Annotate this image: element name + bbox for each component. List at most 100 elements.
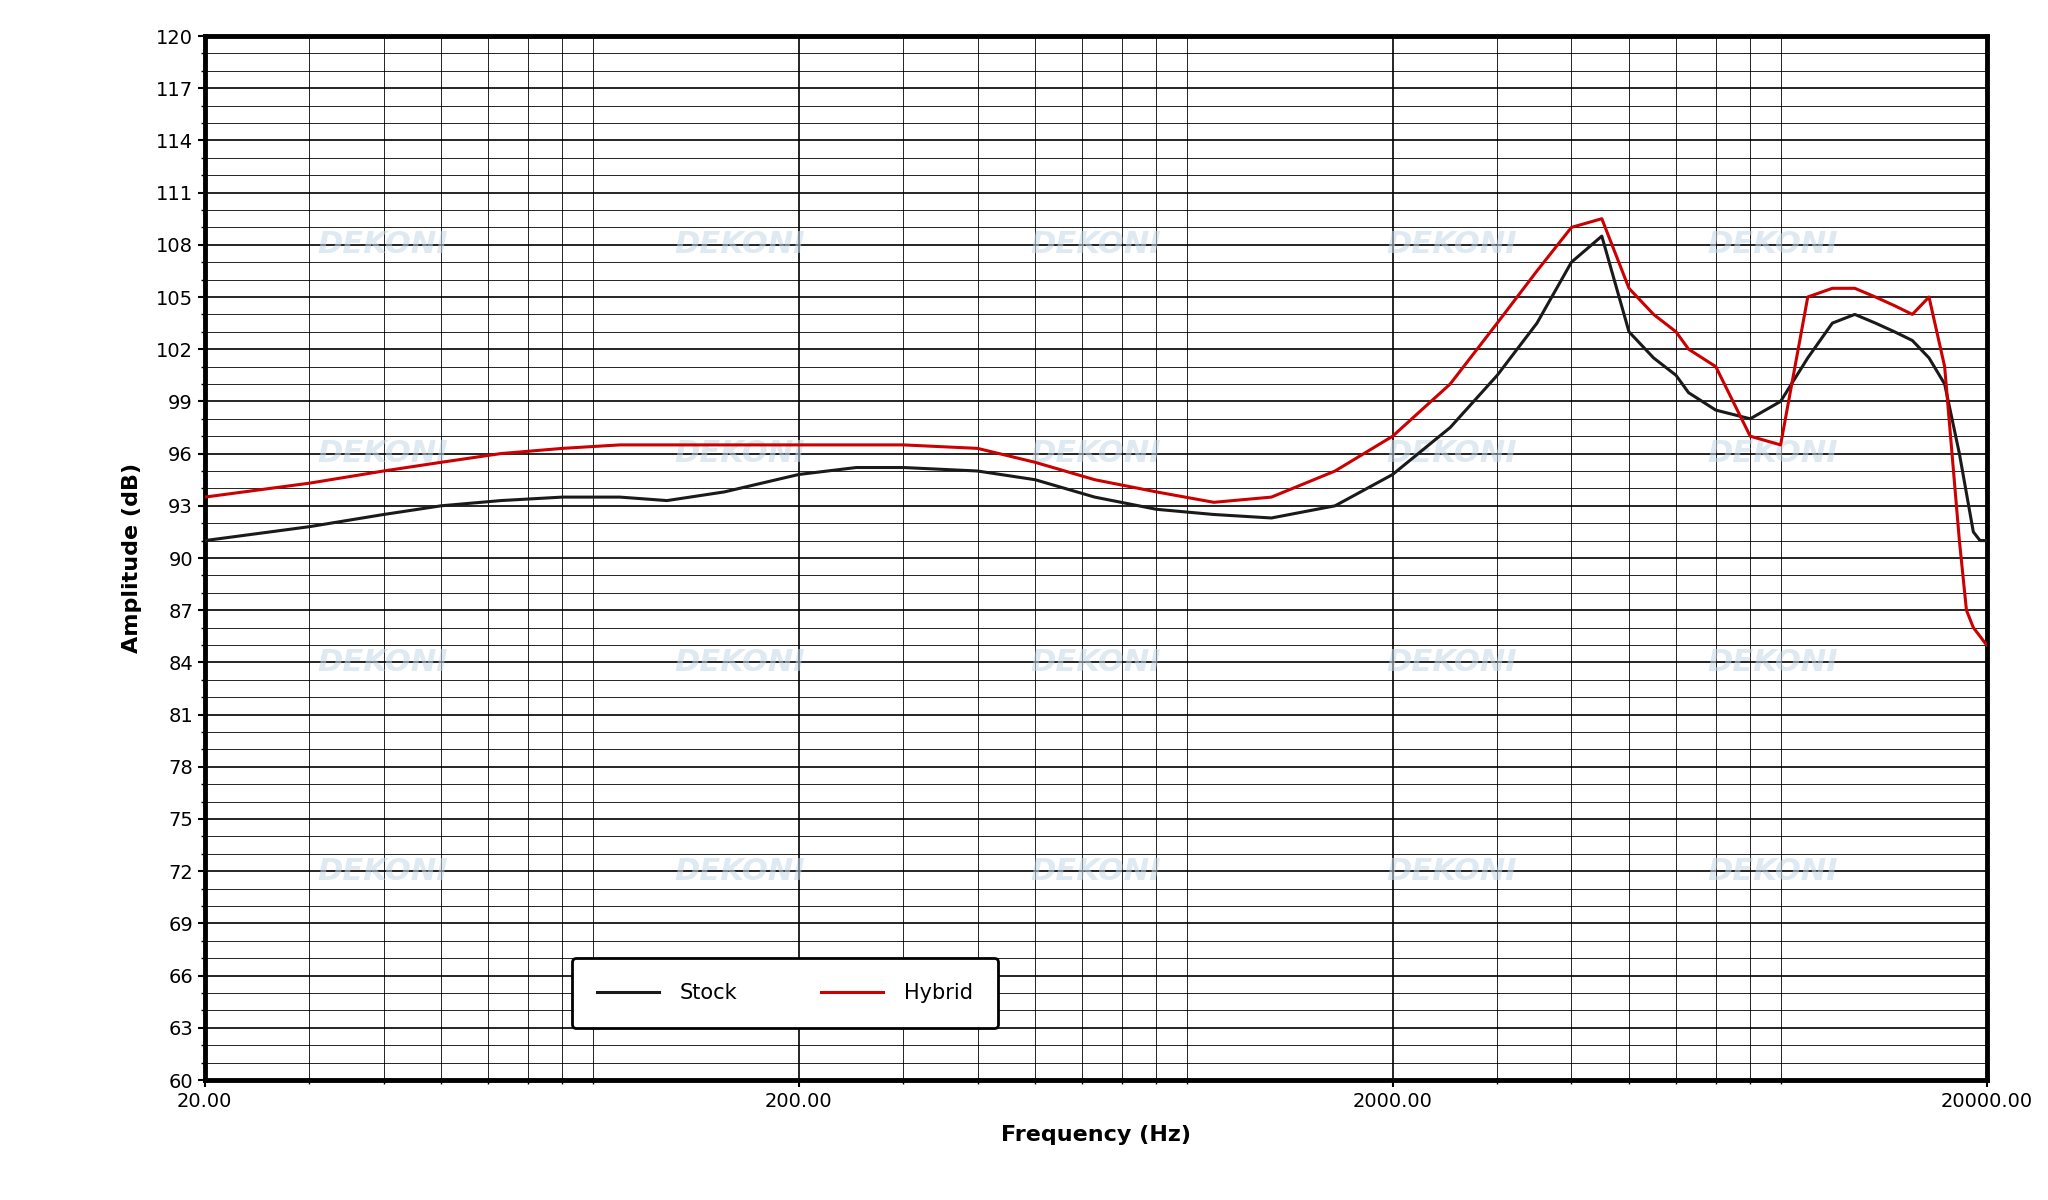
Hybrid (1663, 325, 1688, 340)
Text: DEKONI: DEKONI (1030, 439, 1161, 468)
Text: DEKONI: DEKONI (1030, 230, 1161, 259)
Stock (1739, 412, 1763, 426)
Text: DEKONI: DEKONI (1708, 648, 1837, 677)
Hybrid (1589, 211, 1614, 226)
Line: Hybrid: Hybrid (205, 218, 1987, 646)
Stock (1640, 350, 1665, 365)
Stock (891, 461, 915, 475)
Stock (1524, 316, 1548, 330)
Stock (1933, 377, 1958, 391)
Hybrid (1968, 629, 1993, 643)
Stock (1767, 394, 1792, 408)
Hybrid (489, 446, 514, 461)
Hybrid (1640, 307, 1665, 322)
Hybrid (1083, 473, 1108, 487)
Stock (1663, 368, 1688, 383)
Stock (1589, 229, 1614, 244)
Hybrid (1843, 281, 1868, 295)
Stock (786, 467, 811, 481)
Hybrid (1559, 221, 1583, 235)
Text: DEKONI: DEKONI (1030, 648, 1161, 677)
Hybrid (551, 442, 575, 456)
Stock (1917, 350, 1942, 365)
Text: DEKONI: DEKONI (317, 648, 449, 677)
Hybrid (1438, 377, 1462, 391)
Hybrid (1524, 264, 1548, 278)
Text: DEKONI: DEKONI (1708, 439, 1837, 468)
Stock (713, 485, 737, 499)
Hybrid (1974, 638, 1999, 653)
Y-axis label: Amplitude (dB): Amplitude (dB) (123, 463, 141, 653)
Hybrid (1821, 281, 1845, 295)
Stock (489, 493, 514, 508)
Hybrid (428, 455, 453, 469)
Stock (1796, 350, 1821, 365)
Hybrid (1933, 360, 1958, 374)
Hybrid (608, 438, 633, 452)
Hybrid (891, 438, 915, 452)
Stock (1260, 511, 1284, 526)
Hybrid (844, 438, 868, 452)
Stock (1323, 499, 1348, 514)
Text: DEKONI: DEKONI (1386, 230, 1518, 259)
Hybrid (1882, 299, 1907, 313)
Hybrid (1901, 307, 1925, 322)
Hybrid (1202, 496, 1227, 510)
Stock (428, 499, 453, 514)
Hybrid (655, 438, 680, 452)
Stock (193, 534, 217, 548)
Stock (1968, 534, 1993, 548)
Hybrid (1022, 455, 1047, 469)
Stock (1677, 385, 1702, 400)
Text: DEKONI: DEKONI (674, 230, 805, 259)
Stock (655, 493, 680, 508)
Stock (371, 508, 395, 522)
Stock (1202, 508, 1227, 522)
Stock (1974, 534, 1999, 548)
Hybrid (1739, 430, 1763, 444)
Stock (1145, 502, 1169, 516)
Hybrid (371, 464, 395, 479)
Stock (1821, 316, 1845, 330)
Stock (1559, 256, 1583, 270)
Stock (1485, 368, 1509, 383)
Stock (1962, 524, 1987, 539)
Text: DEKONI: DEKONI (317, 230, 449, 259)
Hybrid (965, 442, 989, 456)
X-axis label: Frequency (Hz): Frequency (Hz) (1001, 1124, 1190, 1145)
Stock (1843, 307, 1868, 322)
Text: DEKONI: DEKONI (1386, 439, 1518, 468)
Text: DEKONI: DEKONI (1708, 857, 1837, 886)
Text: DEKONI: DEKONI (1386, 648, 1518, 677)
Hybrid (713, 438, 737, 452)
Hybrid (1380, 430, 1405, 444)
Hybrid (1677, 342, 1702, 356)
Hybrid (1323, 464, 1348, 479)
Stock (1704, 403, 1729, 418)
Text: DEKONI: DEKONI (1386, 857, 1518, 886)
Stock (1438, 420, 1462, 434)
Hybrid (786, 438, 811, 452)
Hybrid (1767, 438, 1792, 452)
Text: DEKONI: DEKONI (674, 439, 805, 468)
Stock (844, 461, 868, 475)
Hybrid (1260, 490, 1284, 504)
Stock (1901, 334, 1925, 348)
Stock (1864, 316, 1888, 330)
Stock (1882, 325, 1907, 340)
Text: DEKONI: DEKONI (1708, 230, 1837, 259)
Hybrid (1948, 534, 1972, 548)
Line: Stock: Stock (205, 236, 1987, 541)
Hybrid (1954, 602, 1978, 617)
Text: DEKONI: DEKONI (1030, 857, 1161, 886)
Stock (965, 464, 989, 479)
Hybrid (1796, 290, 1821, 305)
Hybrid (1485, 316, 1509, 330)
Stock (1948, 446, 1972, 461)
Stock (1616, 325, 1640, 340)
Hybrid (1704, 360, 1729, 374)
Text: DEKONI: DEKONI (674, 648, 805, 677)
Text: DEKONI: DEKONI (674, 857, 805, 886)
Stock (551, 490, 575, 504)
Text: DEKONI: DEKONI (317, 857, 449, 886)
